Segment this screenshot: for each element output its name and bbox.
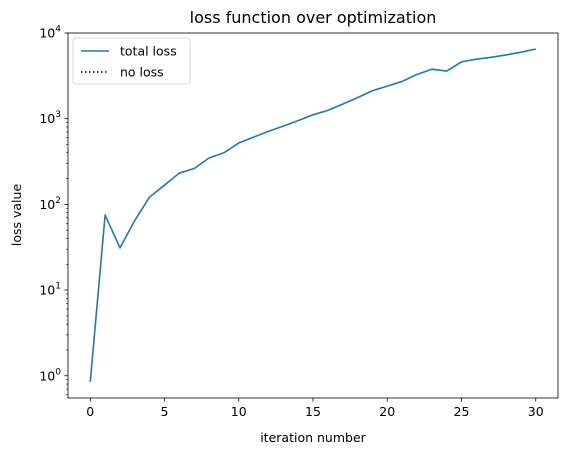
y-tick-label: 104 [39,25,61,41]
chart-title: loss function over optimization [190,8,437,27]
y-tick-label: 103 [39,110,61,126]
x-tick-label: 20 [379,404,395,419]
x-axis-label: iteration number [260,430,366,445]
legend-label-1: no loss [120,65,164,80]
x-tick-label: 30 [528,404,544,419]
y-axis-label: loss value [9,184,24,247]
y-tick-label: 101 [39,282,61,298]
x-tick-label: 10 [231,404,247,419]
axes-frame [67,32,559,399]
x-tick-label: 15 [305,404,321,419]
x-tick-label: 5 [161,404,169,419]
y-tick-label: 100 [39,367,61,383]
legend-label-0: total loss [120,44,177,59]
x-tick-label: 0 [86,404,94,419]
y-tick-label: 102 [39,196,61,212]
plot-area: 100 101 102 103 104 0 5 10 15 20 25 30 total loss no … [39,25,559,419]
x-tick-label: 25 [454,404,470,419]
